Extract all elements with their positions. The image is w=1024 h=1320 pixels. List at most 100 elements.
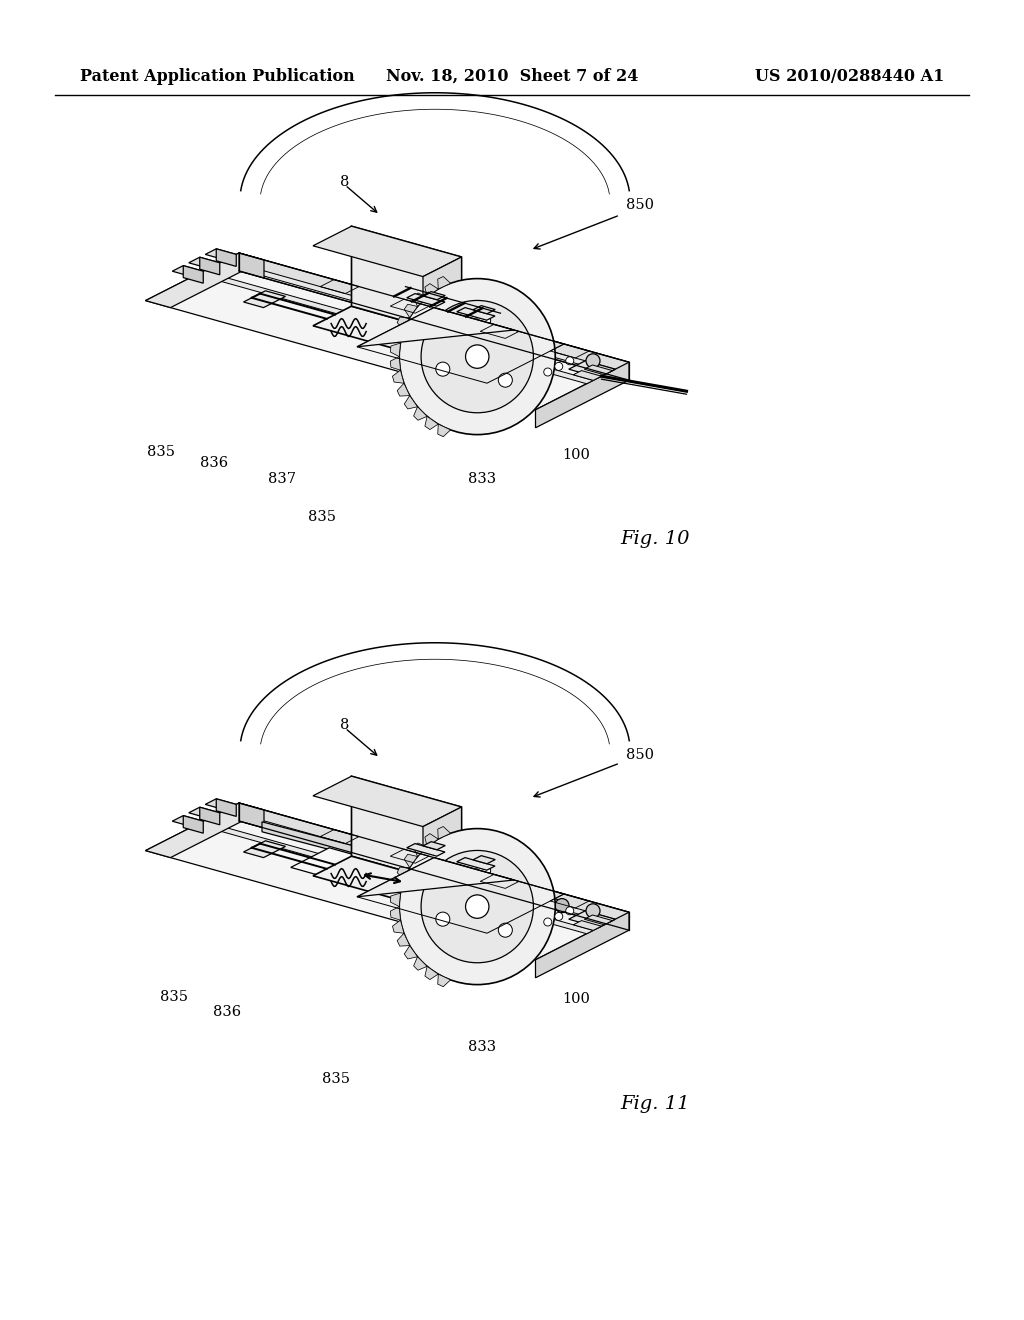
Polygon shape bbox=[425, 416, 438, 429]
Text: 835: 835 bbox=[322, 1072, 350, 1086]
Text: 836: 836 bbox=[200, 455, 228, 470]
Circle shape bbox=[555, 363, 563, 371]
Polygon shape bbox=[404, 854, 418, 867]
Circle shape bbox=[586, 354, 600, 368]
Polygon shape bbox=[219, 810, 615, 923]
Polygon shape bbox=[423, 292, 445, 300]
Text: 833: 833 bbox=[468, 1040, 496, 1053]
Text: 8: 8 bbox=[340, 718, 349, 733]
Polygon shape bbox=[423, 257, 462, 356]
Polygon shape bbox=[183, 816, 203, 833]
Text: Fig. 10: Fig. 10 bbox=[620, 531, 689, 548]
Polygon shape bbox=[397, 383, 410, 396]
Text: 836: 836 bbox=[213, 1005, 241, 1019]
Text: 850: 850 bbox=[626, 198, 654, 213]
Polygon shape bbox=[291, 847, 469, 907]
Text: 835: 835 bbox=[308, 510, 336, 524]
Polygon shape bbox=[414, 957, 427, 970]
Text: 835: 835 bbox=[160, 990, 188, 1005]
Circle shape bbox=[466, 895, 488, 919]
Polygon shape bbox=[473, 855, 496, 863]
Polygon shape bbox=[219, 260, 615, 372]
Polygon shape bbox=[145, 253, 629, 409]
Polygon shape bbox=[437, 276, 451, 289]
Polygon shape bbox=[244, 841, 286, 858]
Polygon shape bbox=[536, 912, 629, 978]
Polygon shape bbox=[392, 880, 403, 894]
Polygon shape bbox=[216, 248, 237, 267]
Polygon shape bbox=[392, 330, 403, 343]
Text: Fig. 11: Fig. 11 bbox=[620, 1096, 689, 1113]
Polygon shape bbox=[437, 974, 451, 986]
Polygon shape bbox=[414, 293, 427, 306]
Circle shape bbox=[476, 863, 490, 878]
Polygon shape bbox=[188, 808, 220, 818]
Polygon shape bbox=[397, 867, 410, 880]
Circle shape bbox=[565, 356, 573, 364]
Polygon shape bbox=[585, 915, 612, 925]
Text: 8: 8 bbox=[340, 176, 349, 189]
Polygon shape bbox=[145, 253, 264, 308]
Polygon shape bbox=[239, 803, 264, 828]
Circle shape bbox=[499, 923, 512, 937]
Polygon shape bbox=[425, 284, 438, 297]
Polygon shape bbox=[216, 799, 237, 816]
Circle shape bbox=[499, 374, 512, 387]
Polygon shape bbox=[414, 843, 427, 857]
Text: 100: 100 bbox=[562, 993, 590, 1006]
Polygon shape bbox=[568, 360, 615, 378]
Polygon shape bbox=[536, 362, 629, 428]
Circle shape bbox=[421, 301, 534, 413]
Text: US 2010/0288440 A1: US 2010/0288440 A1 bbox=[755, 69, 944, 84]
Circle shape bbox=[476, 313, 490, 327]
Polygon shape bbox=[313, 306, 462, 356]
Polygon shape bbox=[197, 821, 593, 933]
Text: 833: 833 bbox=[468, 473, 496, 486]
Polygon shape bbox=[437, 424, 451, 437]
Polygon shape bbox=[568, 911, 615, 928]
Polygon shape bbox=[357, 858, 514, 896]
Polygon shape bbox=[357, 308, 514, 347]
Polygon shape bbox=[585, 366, 612, 375]
Circle shape bbox=[544, 368, 552, 376]
Polygon shape bbox=[390, 343, 400, 356]
Text: Nov. 18, 2010  Sheet 7 of 24: Nov. 18, 2010 Sheet 7 of 24 bbox=[386, 69, 638, 84]
Polygon shape bbox=[313, 226, 462, 277]
Polygon shape bbox=[425, 966, 438, 979]
Circle shape bbox=[466, 345, 488, 368]
Polygon shape bbox=[390, 894, 400, 907]
Polygon shape bbox=[351, 226, 462, 337]
Polygon shape bbox=[145, 803, 629, 960]
Polygon shape bbox=[423, 842, 445, 850]
Polygon shape bbox=[457, 308, 495, 321]
Polygon shape bbox=[573, 920, 601, 931]
Circle shape bbox=[544, 917, 552, 927]
Polygon shape bbox=[397, 317, 410, 330]
Polygon shape bbox=[351, 776, 462, 887]
Circle shape bbox=[565, 907, 573, 915]
Polygon shape bbox=[392, 920, 403, 933]
Polygon shape bbox=[200, 257, 220, 275]
Polygon shape bbox=[244, 290, 286, 308]
Circle shape bbox=[586, 904, 600, 917]
Polygon shape bbox=[407, 293, 445, 306]
Polygon shape bbox=[172, 816, 203, 826]
Polygon shape bbox=[414, 407, 427, 420]
Polygon shape bbox=[183, 265, 203, 284]
Text: 835: 835 bbox=[147, 445, 175, 459]
Polygon shape bbox=[313, 776, 462, 826]
Polygon shape bbox=[404, 396, 418, 409]
Polygon shape bbox=[425, 834, 438, 847]
Circle shape bbox=[399, 279, 555, 434]
Polygon shape bbox=[239, 253, 629, 380]
Polygon shape bbox=[239, 253, 264, 279]
Polygon shape bbox=[188, 257, 220, 268]
Polygon shape bbox=[197, 271, 593, 384]
Polygon shape bbox=[473, 306, 496, 314]
Text: 100: 100 bbox=[562, 447, 590, 462]
Polygon shape bbox=[573, 371, 601, 380]
Polygon shape bbox=[397, 933, 410, 946]
Polygon shape bbox=[262, 822, 562, 911]
Polygon shape bbox=[437, 826, 451, 840]
Text: 837: 837 bbox=[268, 473, 296, 486]
